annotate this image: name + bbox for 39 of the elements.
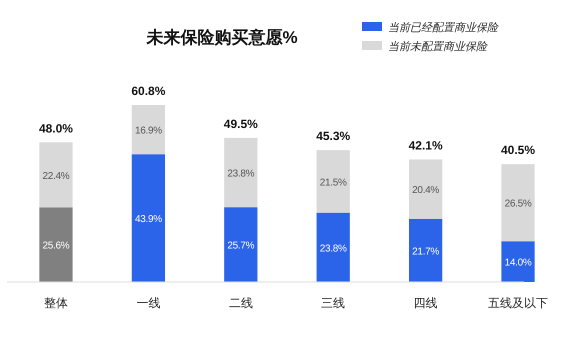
bar — [39, 207, 73, 282]
data-label: 23.8% — [227, 168, 255, 180]
x-tick-label: 一线 — [136, 296, 160, 310]
x-tick-label: 整体 — [44, 296, 68, 310]
bar — [224, 138, 258, 208]
chart-title: 未来保险购买意愿% — [145, 28, 298, 47]
legend-label: 当前已经配置商业保险 — [388, 21, 499, 34]
bar — [316, 150, 350, 213]
x-tick-label: 三线 — [321, 296, 346, 310]
total-label: 60.8% — [131, 84, 166, 98]
data-label: 43.9% — [134, 214, 162, 226]
data-label: 20.4% — [412, 185, 440, 196]
bar — [408, 159, 442, 219]
bar — [132, 105, 166, 154]
legend-label: 当前未配置商业保险 — [388, 40, 488, 53]
bar — [224, 207, 258, 282]
total-label: 40.5% — [501, 143, 536, 158]
data-label: 26.5% — [504, 198, 532, 210]
data-label: 25.6% — [42, 240, 70, 252]
total-label: 45.3% — [316, 129, 351, 144]
bar — [316, 212, 350, 282]
bar — [408, 218, 442, 282]
data-label: 21.7% — [412, 246, 440, 258]
total-label: 42.1% — [408, 138, 443, 152]
x-tick-label: 四线 — [414, 296, 438, 310]
bar — [501, 241, 535, 282]
x-tick-label: 二线 — [228, 296, 253, 310]
bar — [132, 154, 166, 282]
total-label: 48.0% — [38, 121, 74, 136]
x-tick-label: 五线及以下 — [488, 296, 548, 310]
data-label: 22.4% — [42, 170, 70, 182]
data-label: 14.0% — [504, 258, 532, 269]
bar — [39, 142, 73, 208]
data-label: 21.5% — [320, 177, 348, 188]
data-label: 23.8% — [320, 243, 348, 254]
data-label: 25.7% — [227, 240, 255, 252]
data-label: 16.9% — [134, 126, 162, 137]
total-label: 49.5% — [224, 116, 258, 131]
bar — [501, 164, 535, 242]
